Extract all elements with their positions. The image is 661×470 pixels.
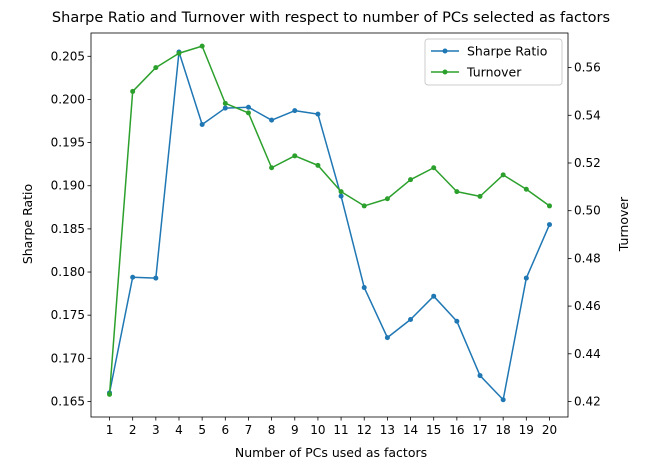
y-right-tick-label: 0.46 — [574, 299, 601, 313]
y-left-tick-label: 0.190 — [51, 179, 85, 193]
sharpe-ratio-point — [454, 318, 460, 324]
x-tick-label: 1 — [106, 423, 114, 437]
sharpe-ratio-point — [338, 193, 344, 199]
y-right-tick-label: 0.44 — [574, 347, 601, 361]
y-left-tick-label: 0.170 — [51, 351, 85, 365]
y-left-tick-label: 0.185 — [51, 222, 85, 236]
turnover-point — [454, 189, 460, 195]
sharpe-ratio-point — [523, 275, 529, 281]
series-sharpe-ratio — [107, 49, 552, 403]
turnover-point — [245, 110, 251, 116]
x-tick-label: 11 — [333, 423, 348, 437]
legend-label: Sharpe Ratio — [467, 44, 547, 59]
turnover-point — [361, 203, 367, 209]
y-right-tick-label: 0.54 — [574, 108, 601, 122]
turnover-point — [130, 88, 136, 94]
y-left-tick-label: 0.205 — [51, 49, 85, 63]
x-tick-label: 3 — [152, 423, 160, 437]
x-tick-label: 15 — [426, 423, 441, 437]
y-right-tick-label: 0.56 — [574, 61, 601, 75]
x-tick-label: 13 — [380, 423, 395, 437]
legend-entry-sharpe-ratio: Sharpe Ratio — [431, 44, 547, 59]
series-turnover — [107, 43, 552, 397]
turnover-point — [408, 177, 414, 183]
legend-label: Turnover — [466, 65, 522, 80]
sharpe-ratio-point — [199, 121, 205, 127]
turnover-point — [199, 43, 205, 49]
sharpe-ratio-point — [292, 108, 298, 114]
x-tick-label: 2 — [129, 423, 137, 437]
sharpe-ratio-point — [361, 285, 367, 291]
turnover-line — [108, 45, 550, 395]
x-tick-label: 19 — [519, 423, 534, 437]
x-tick-label: 5 — [198, 423, 206, 437]
sharpe-ratio-point — [153, 275, 159, 281]
legend-entry-turnover: Turnover — [431, 65, 522, 80]
sharpe-ratio-point — [222, 105, 228, 111]
legend-swatch-marker — [442, 69, 448, 75]
y-left-tick-label: 0.165 — [51, 394, 85, 408]
turnover-point — [431, 165, 437, 171]
sharpe-ratio-point — [245, 104, 251, 110]
y-left-tick-label: 0.200 — [51, 92, 85, 106]
x-axis: 1 2 3 4 5 6 7 8 9 10 11 12 13 14 15 16 17 18 19 20 — [106, 417, 557, 437]
y-axis-label-left: Sharpe Ratio — [20, 184, 35, 264]
plot-area — [107, 43, 552, 403]
x-tick-label: 20 — [542, 423, 557, 437]
turnover-point — [269, 165, 275, 171]
sharpe-ratio-point — [546, 222, 552, 228]
y-axis-right: 0.42 0.44 0.46 0.48 0.50 0.52 0.54 0.56 — [568, 61, 601, 408]
x-tick-label: 17 — [472, 423, 487, 437]
sharpe-ratio-point — [431, 293, 437, 299]
turnover-point — [523, 186, 529, 192]
turnover-point — [153, 65, 159, 71]
turnover-point — [384, 196, 390, 202]
sharpe-ratio-point — [477, 373, 483, 379]
sharpe-ratio-point — [130, 274, 136, 280]
turnover-point — [107, 391, 113, 397]
sharpe-ratio-point — [384, 335, 390, 341]
turnover-point — [176, 50, 182, 56]
sharpe-ratio-point — [315, 111, 321, 117]
y-right-tick-label: 0.52 — [574, 156, 601, 170]
y-left-tick-label: 0.175 — [51, 308, 85, 322]
x-tick-label: 8 — [268, 423, 276, 437]
sharpe-ratio-point — [500, 397, 506, 403]
y-right-tick-label: 0.48 — [574, 251, 601, 265]
turnover-point — [292, 153, 298, 159]
turnover-point — [546, 203, 552, 209]
sharpe-ratio-point — [408, 316, 414, 322]
plot-frame — [90, 32, 569, 418]
y-axis-left: 0.165 0.170 0.175 0.180 0.185 0.190 0.195 0.200… — [51, 49, 91, 408]
y-left-tick-label: 0.195 — [51, 136, 85, 150]
sharpe-ratio-point — [269, 117, 275, 123]
turnover-point — [477, 193, 483, 199]
x-axis-label: Number of PCs used as factors — [235, 445, 427, 460]
y-right-tick-label: 0.42 — [574, 394, 601, 408]
sharpe-ratio-line — [108, 51, 551, 401]
x-tick-label: 6 — [221, 423, 229, 437]
y-left-tick-label: 0.180 — [51, 265, 85, 279]
x-tick-label: 10 — [310, 423, 325, 437]
x-tick-label: 18 — [496, 423, 511, 437]
axes: 1 2 3 4 5 6 7 8 9 10 11 12 13 14 15 16 17 18 19 200.1650.17… — [51, 32, 601, 437]
legend: Sharpe Ratio Turnover — [424, 38, 563, 86]
y-axis-label-right: Turnover — [616, 196, 631, 252]
x-tick-label: 4 — [175, 423, 183, 437]
x-tick-label: 16 — [449, 423, 464, 437]
turnover-point — [315, 162, 321, 168]
turnover-point — [222, 100, 228, 106]
chart-title: Sharpe Ratio and Turnover with respect t… — [52, 10, 610, 26]
x-tick-label: 12 — [357, 423, 372, 437]
x-tick-label: 9 — [291, 423, 299, 437]
turnover-point — [338, 189, 344, 195]
legend-swatch-marker — [442, 48, 448, 54]
x-tick-label: 7 — [245, 423, 253, 437]
x-tick-label: 14 — [403, 423, 418, 437]
turnover-point — [500, 172, 506, 178]
legend-box — [424, 38, 563, 86]
y-right-tick-label: 0.50 — [574, 204, 601, 218]
